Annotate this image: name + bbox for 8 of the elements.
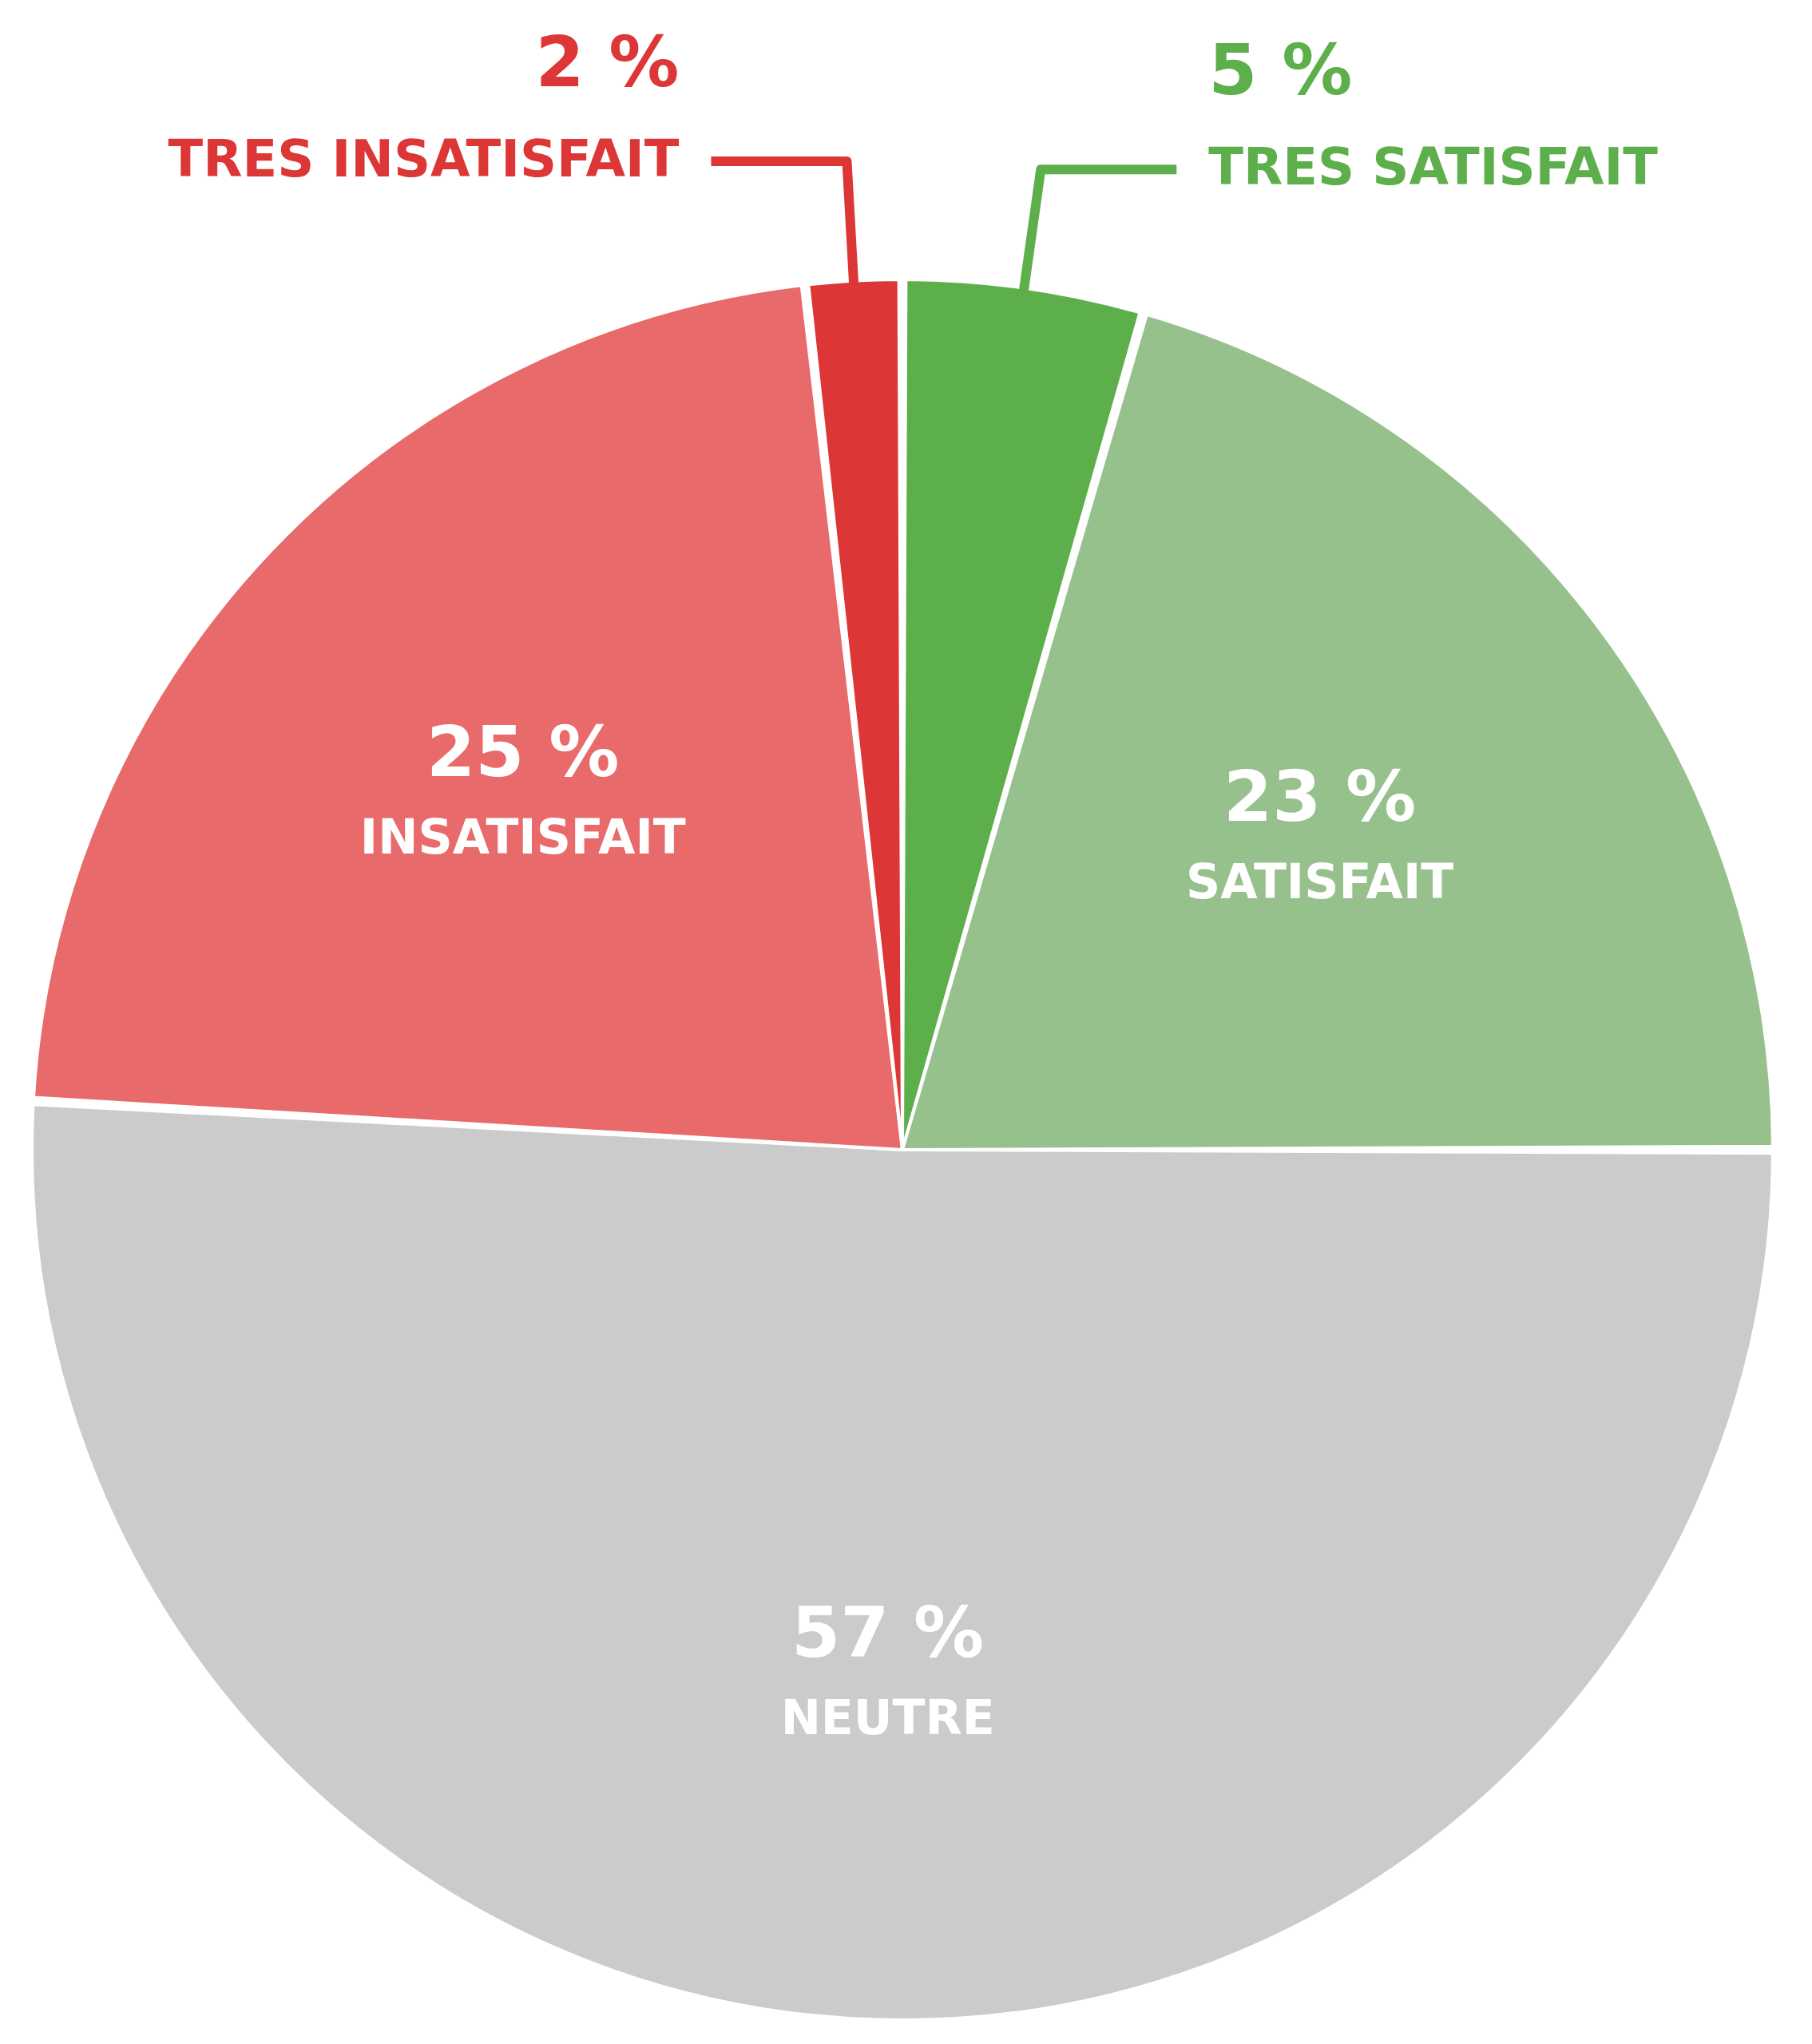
- slice-label: TRES SATISFAIT: [1208, 137, 1659, 197]
- data-label: 25 %: [426, 710, 620, 793]
- data-label: 2 %: [535, 20, 680, 103]
- slice-label: SATISFAIT: [1185, 853, 1454, 909]
- slice-label: INSATISFAIT: [359, 808, 686, 865]
- data-label: 23 %: [1223, 755, 1417, 838]
- slice-label: TRES INSATISFAIT: [168, 129, 680, 188]
- data-label: 5 %: [1208, 29, 1353, 112]
